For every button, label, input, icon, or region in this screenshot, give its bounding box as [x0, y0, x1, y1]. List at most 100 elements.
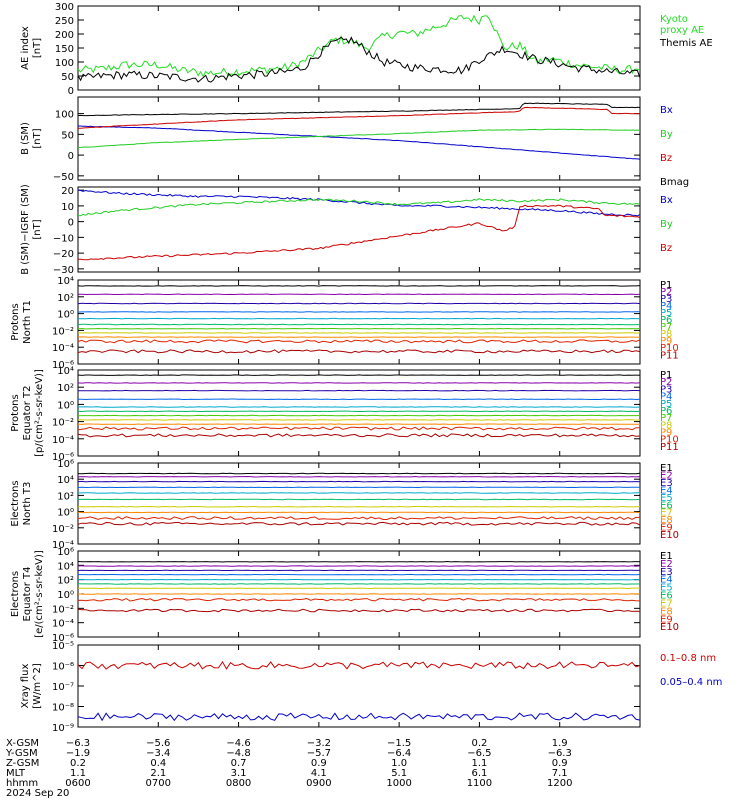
legend-label: P1: [660, 280, 672, 291]
series-line: [77, 521, 641, 526]
series-3: Bz: [77, 204, 672, 261]
series-6: E6: [77, 498, 673, 511]
series-line: [77, 410, 641, 413]
series-line: [77, 480, 641, 483]
series-line: [77, 560, 641, 563]
series-10: P10: [77, 339, 679, 354]
series-line: [78, 406, 641, 408]
series-2: Themis AE: [77, 36, 713, 83]
legend-label: E5: [660, 493, 673, 504]
y-tick-label: 10²: [57, 576, 74, 587]
legend-label: P11: [660, 350, 679, 361]
series-6: P6: [77, 406, 672, 417]
series-4: E4: [77, 573, 673, 586]
ephemeris-value: −1.9: [66, 748, 90, 759]
series-line: [77, 472, 641, 475]
legend-label: P8: [660, 420, 672, 431]
series-line: [77, 505, 641, 508]
ephemeris-value: 0700: [146, 778, 171, 789]
legend-label: Kyoto: [660, 14, 688, 25]
ephemeris-value: 0.9: [311, 758, 327, 769]
legend-label: P10: [660, 435, 679, 446]
series-line: [77, 569, 641, 572]
legend-label: E3: [660, 567, 673, 578]
series-1: Bx: [78, 105, 673, 160]
series-4: P4: [78, 392, 672, 403]
legend-label: P6: [660, 315, 672, 326]
series-line: [77, 311, 640, 313]
legend-label: P10: [660, 343, 679, 354]
y-axis-label: AE index: [20, 26, 31, 70]
legend-label: E2: [660, 470, 673, 481]
series-line: [77, 498, 641, 501]
series-7: E7: [77, 505, 673, 519]
y-axis-unit: [nT]: [32, 219, 43, 239]
series-line: [77, 423, 640, 425]
y-tick-label: 10⁻⁶: [52, 452, 74, 463]
series-7: P7: [77, 413, 672, 424]
y-tick-label: 10⁻⁹: [52, 723, 74, 734]
series-1: P1: [77, 370, 672, 381]
series-line: [77, 36, 641, 83]
series-line: [77, 336, 641, 338]
y-axis-label: Xray flux: [20, 664, 31, 709]
ephemeris-value: 1.9: [552, 738, 568, 749]
series-2: E2: [77, 470, 673, 481]
panel-1: 300 250 200 150 100 50 0 AE index [nT] Kyotoproxy…: [20, 2, 713, 97]
y-axis-sublabel: Equator T4: [22, 567, 33, 622]
y-axis-unit: [e/(cm²-s-sr-keV)]: [34, 550, 45, 638]
legend-label: P4: [660, 392, 672, 403]
series-4: Bmag: [77, 102, 689, 188]
ephemeris-value: 1.0: [391, 758, 407, 769]
panel-frame: [77, 369, 641, 457]
series-9: E9: [77, 597, 673, 625]
panel-frame: [77, 5, 641, 91]
series-3: E3: [77, 567, 673, 578]
legend-label: E10: [660, 622, 679, 633]
legend-label: P2: [660, 377, 672, 388]
y-tick-label: 10⁶: [57, 547, 74, 558]
legend-label: P6: [660, 406, 672, 417]
series-11: P11: [77, 433, 679, 453]
series-3: Bz: [77, 106, 672, 164]
legend-label: 0.05–0.4 nm: [660, 677, 722, 688]
ephemeris-value: 0.9: [552, 758, 568, 769]
ephemeris-value: −4.8: [226, 748, 250, 759]
series-line: [77, 712, 641, 722]
legend-label: P9: [660, 428, 672, 439]
legend-label: P5: [660, 399, 672, 410]
series-line: [77, 102, 641, 117]
series-line: [77, 332, 641, 334]
panel-4: 10⁴ 10² 10⁰ 10⁻² 10⁻⁴ 10⁻⁶ Protons North T1 P1P2…: [10, 276, 679, 371]
y-tick-label: 20: [61, 186, 74, 197]
series-2: 0.05–0.4 nm: [77, 677, 722, 722]
y-tick-label: 10⁰: [57, 508, 74, 519]
y-tick-label: 10⁻⁷: [52, 682, 74, 693]
y-tick-label: 10⁻⁶: [52, 633, 74, 644]
y-tick-label: 10⁻²: [52, 604, 74, 615]
y-tick-label: 0: [68, 218, 74, 229]
legend-label: Bz: [660, 243, 672, 254]
legend-label: P3: [660, 384, 672, 395]
legend-label: P5: [660, 308, 672, 319]
series-2: P2: [78, 287, 672, 298]
y-tick-label: 10⁻⁴: [52, 540, 74, 551]
legend-label: E9: [660, 614, 673, 625]
series-5: E5: [78, 578, 673, 594]
y-tick-label: 100: [55, 58, 74, 69]
series-line: [77, 573, 641, 576]
ephemeris-row-label: MLT: [6, 768, 26, 779]
ephemeris-value: 6.1: [471, 768, 487, 779]
series-5: P5: [77, 308, 672, 320]
legend-label: E5: [660, 583, 673, 594]
y-axis-label: B (SM): [20, 122, 31, 155]
ephemeris-value: 2.1: [150, 768, 166, 779]
y-tick-label: 50: [61, 130, 74, 141]
series-3: E3: [77, 478, 673, 489]
series-line: [77, 492, 640, 494]
series-1: E1: [77, 463, 673, 475]
ephemeris-value: −6.3: [548, 748, 572, 759]
series-line: [78, 125, 641, 160]
legend-label: P3: [660, 294, 672, 305]
